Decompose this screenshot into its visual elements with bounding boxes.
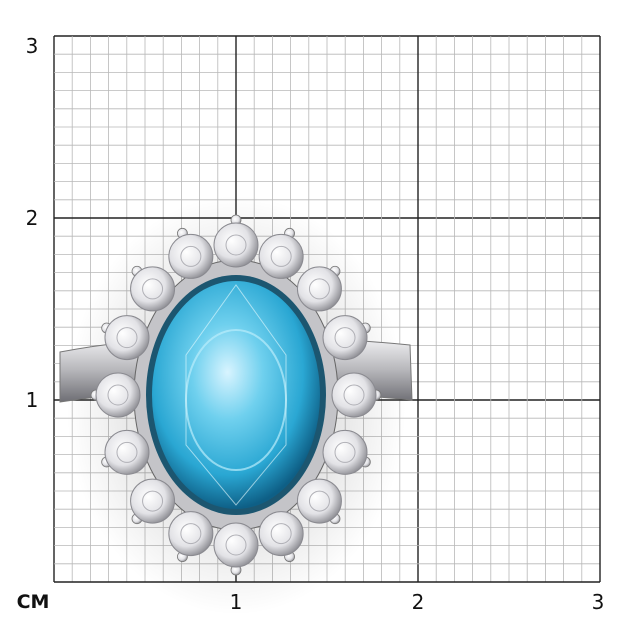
diamond-facet: [142, 278, 164, 300]
diamond-stone: [322, 429, 368, 475]
y-label-3: 3: [25, 34, 39, 58]
ring-photo: [59, 195, 413, 615]
diamond-stone: [322, 315, 368, 361]
diamond-facet: [270, 523, 292, 545]
diamond-stone: [296, 266, 342, 312]
diamond-facet: [334, 441, 356, 463]
diamond-stone: [258, 511, 304, 557]
diamond-stone: [213, 522, 259, 568]
diamond-stone: [104, 429, 150, 475]
x-label-3: 3: [591, 590, 605, 614]
diamond-stone: [130, 478, 176, 524]
diamond-facet: [107, 384, 129, 406]
diamond-facet: [343, 384, 365, 406]
diamond-stone: [168, 233, 214, 279]
diamond-stone: [213, 222, 259, 268]
diamond-stone: [95, 372, 141, 418]
diamond-stone: [296, 478, 342, 524]
diamond-facet: [225, 234, 247, 256]
diamond-stone: [258, 233, 304, 279]
diamond-stone: [168, 511, 214, 557]
y-label-1: 1: [25, 388, 39, 412]
diamond-facet: [225, 534, 247, 556]
diamond-facet: [116, 441, 138, 463]
gem-facet: [185, 284, 287, 506]
diamond-facet: [270, 245, 292, 267]
blue-topaz-gem: [152, 281, 320, 509]
y-label-2: 2: [25, 206, 39, 230]
diamond-stone: [130, 266, 176, 312]
diamond-facet: [180, 523, 202, 545]
diamond-facet: [180, 245, 202, 267]
diamond-facet: [308, 278, 330, 300]
diamond-stone: [104, 315, 150, 361]
x-label-1: 1: [229, 590, 243, 614]
diamond-facet: [308, 490, 330, 512]
x-label-2: 2: [411, 590, 425, 614]
diamond-stone: [331, 372, 377, 418]
diamond-facet: [142, 490, 164, 512]
unit-label: CM: [16, 591, 50, 613]
diamond-facet: [334, 327, 356, 349]
diamond-facet: [116, 327, 138, 349]
